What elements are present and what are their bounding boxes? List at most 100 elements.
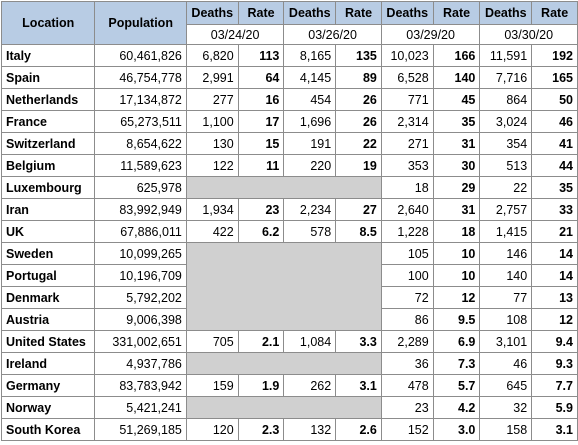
deaths: 2,640 [380,198,434,221]
column-header: Population [94,1,187,45]
deaths: 1,934 [185,198,239,221]
location: Switzerland [0,132,96,155]
deaths: 11,591 [479,44,533,67]
rate: 45 [432,88,481,111]
population: 9,006,398 [94,308,187,331]
column-header: Rate [335,1,382,25]
location: Sweden [0,242,96,265]
rate: 5.7 [432,374,481,397]
rate: 35 [432,110,481,133]
rate: 64 [237,66,285,89]
deaths: 36 [380,352,434,375]
location: Austria [0,308,96,331]
data-row: Switzerland 8,654,622 130 15 191 22 271 31 354 41 [0,132,578,155]
deaths: 132 [283,418,337,441]
deaths: 2,234 [283,198,337,221]
rate: 13 [531,286,578,309]
location: UK [0,220,96,243]
deaths: 422 [185,220,239,243]
column-header: Deaths [185,1,239,25]
deaths: 7,716 [479,66,533,89]
rate: 21 [531,220,578,243]
rate: 11 [237,154,285,177]
population: 51,269,185 [94,418,187,441]
deaths: 705 [185,330,239,353]
deaths: 513 [479,154,533,177]
rate: 1.9 [237,374,285,397]
deaths: 72 [380,286,434,309]
rate: 30 [432,154,481,177]
deaths: 77 [479,286,533,309]
missing-data [185,352,382,375]
rate: 12 [432,286,481,309]
rate: 26 [335,88,382,111]
location: Belgium [0,154,96,177]
location: Denmark [0,286,96,309]
deaths: 645 [479,374,533,397]
location: Norway [0,396,96,419]
rate: 2.1 [237,330,285,353]
rate: 9.4 [531,330,578,353]
rate: 29 [432,176,481,199]
location: United States [0,330,96,353]
data-row: Norway 5,421,241 23 4.2 32 5.9 [0,396,578,419]
deaths: 3,024 [479,110,533,133]
population: 83,992,949 [94,198,187,221]
population: 8,654,622 [94,132,187,155]
deaths: 86 [380,308,434,331]
population: 83,783,942 [94,374,187,397]
deaths: 32 [479,396,533,419]
deaths: 864 [479,88,533,111]
data-row: France 65,273,511 1,100 17 1,696 26 2,314 35 3,0… [0,110,578,133]
location: Spain [0,66,96,89]
rate: 31 [432,198,481,221]
location: Ireland [0,352,96,375]
rate: 14 [531,264,578,287]
rate: 16 [237,88,285,111]
population: 46,754,778 [94,66,187,89]
deaths: 140 [479,264,533,287]
deaths: 2,289 [380,330,434,353]
rate: 8.5 [335,220,382,243]
rate: 50 [531,88,578,111]
deaths: 120 [185,418,239,441]
deaths: 6,820 [185,44,239,67]
deaths: 146 [479,242,533,265]
rate: 7.3 [432,352,481,375]
deaths: 271 [380,132,434,155]
missing-data [185,396,382,419]
location: Italy [0,44,96,67]
rate: 46 [531,110,578,133]
rate: 5.9 [531,396,578,419]
deaths: 454 [283,88,337,111]
deaths: 354 [479,132,533,155]
rate: 165 [531,66,578,89]
deaths: 1,228 [380,220,434,243]
population: 10,196,709 [94,264,187,287]
rate: 3.1 [335,374,382,397]
rate: 44 [531,154,578,177]
rate: 18 [432,220,481,243]
rate: 10 [432,242,481,265]
data-row: Denmark 5,792,202 72 12 77 13 [0,286,578,309]
missing-data [185,242,382,331]
location: Luxembourg [0,176,96,199]
population: 17,134,872 [94,88,187,111]
rate: 22 [335,132,382,155]
rate: 19 [335,154,382,177]
deaths: 578 [283,220,337,243]
deaths: 23 [380,396,434,419]
deaths: 191 [283,132,337,155]
data-row: Belgium 11,589,623 122 11 220 19 353 30 513 44 [0,154,578,177]
data-row: Netherlands 17,134,872 277 16 454 26 771 45 864 5… [0,88,578,111]
deaths: 100 [380,264,434,287]
deaths: 2,991 [185,66,239,89]
rate: 3.1 [531,418,578,441]
rate: 6.2 [237,220,285,243]
deaths: 18 [380,176,434,199]
column-header: Deaths [283,1,337,25]
date-header: 03/29/20 [380,24,481,45]
rate: 33 [531,198,578,221]
